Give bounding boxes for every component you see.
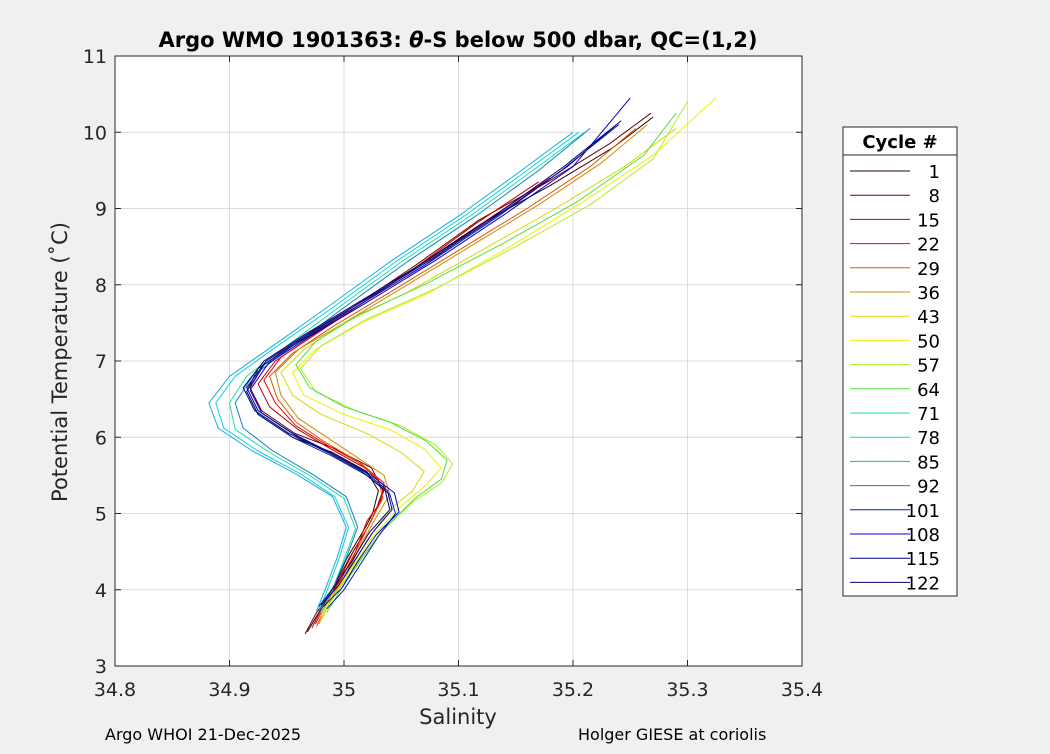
y-tick-label: 8 (95, 275, 107, 297)
x-tick-label: 35.1 (437, 679, 479, 701)
legend-title: Cycle # (862, 132, 937, 153)
chart-title: Argo WMO 1901363: θ-S below 500 dbar, QC… (158, 28, 757, 52)
series-lines (208, 97, 717, 635)
x-tick-labels: 34.8 34.9 35 35.1 35.2 35.3 35.4 (94, 679, 823, 701)
legend-label: 101 (906, 501, 940, 522)
y-tick-label: 10 (83, 122, 107, 144)
legend-label: 1 (929, 162, 940, 183)
x-axis-label: Salinity (419, 705, 497, 729)
legend-box (842, 126, 958, 597)
y-tick-label: 9 (95, 199, 107, 221)
y-tick-label: 4 (95, 580, 107, 602)
legend-label: 29 (917, 259, 940, 280)
y-tick-label: 5 (95, 504, 107, 526)
legend-label: 57 (917, 356, 940, 377)
y-tick-labels: 3 4 5 6 7 8 9 10 11 (83, 46, 107, 678)
series-line-cycle-71 (229, 131, 585, 613)
legend-label: 92 (917, 477, 940, 498)
series-line-cycle-115 (246, 120, 622, 606)
legend-label: 36 (917, 283, 940, 304)
x-tick-label: 34.9 (208, 679, 250, 701)
y-tick-label: 7 (95, 351, 107, 373)
legend-label: 22 (917, 235, 940, 256)
y-axis-label: Potential Temperature (˚C) (48, 222, 72, 502)
series-line-cycle-78 (215, 131, 579, 612)
series-line-cycle-36 (274, 124, 648, 625)
legend-label: 15 (917, 210, 940, 231)
series-line-cycle-85 (208, 131, 574, 612)
legend-items: 1 8 15 22 29 36 43 50 57 64 71 78 85 92 101 108 115 122 (850, 162, 940, 594)
series-line-cycle-50 (292, 97, 717, 617)
legend-label: 50 (917, 331, 940, 352)
legend-label: 43 (917, 307, 940, 328)
series-line-cycle-92 (234, 128, 591, 612)
legend-label: 8 (929, 186, 940, 207)
series-line-cycle-122 (242, 124, 617, 607)
legend-label: 78 (917, 428, 940, 449)
legend-label: 122 (906, 573, 940, 594)
y-tick-label: 11 (83, 46, 107, 68)
footer-left: Argo WHOI 21-Dec-2025 (105, 725, 301, 744)
series-line-cycle-101 (246, 124, 620, 610)
x-tick-label: 34.8 (94, 679, 136, 701)
chart-title-symbol: θ (409, 28, 423, 52)
legend-label: 108 (906, 525, 940, 546)
y-tick-label: 6 (95, 427, 107, 449)
x-tick-label: 35.3 (666, 679, 708, 701)
legend-label: 85 (917, 452, 940, 473)
series-line-cycle-29 (269, 128, 637, 627)
chart-title-prefix: Argo WMO 1901363: (158, 28, 409, 52)
x-tick-label: 35.4 (781, 679, 823, 701)
legend-label: 64 (917, 380, 940, 401)
x-tick-label: 35 (332, 679, 356, 701)
y-tick-label: 3 (95, 656, 107, 678)
chart-title-suffix: -S below 500 dbar, QC=(1,2) (424, 28, 758, 52)
legend-label: 71 (917, 404, 940, 425)
x-tick-label: 35.2 (552, 679, 594, 701)
series-line-cycle-43 (280, 127, 677, 621)
footer-right: Holger GIESE at coriolis (578, 725, 766, 744)
legend-label: 115 (906, 549, 940, 570)
ticks (114, 55, 803, 667)
legend: Cycle # 1 8 15 22 29 36 43 50 57 64 71 78 85 92 101 108… (842, 126, 958, 597)
